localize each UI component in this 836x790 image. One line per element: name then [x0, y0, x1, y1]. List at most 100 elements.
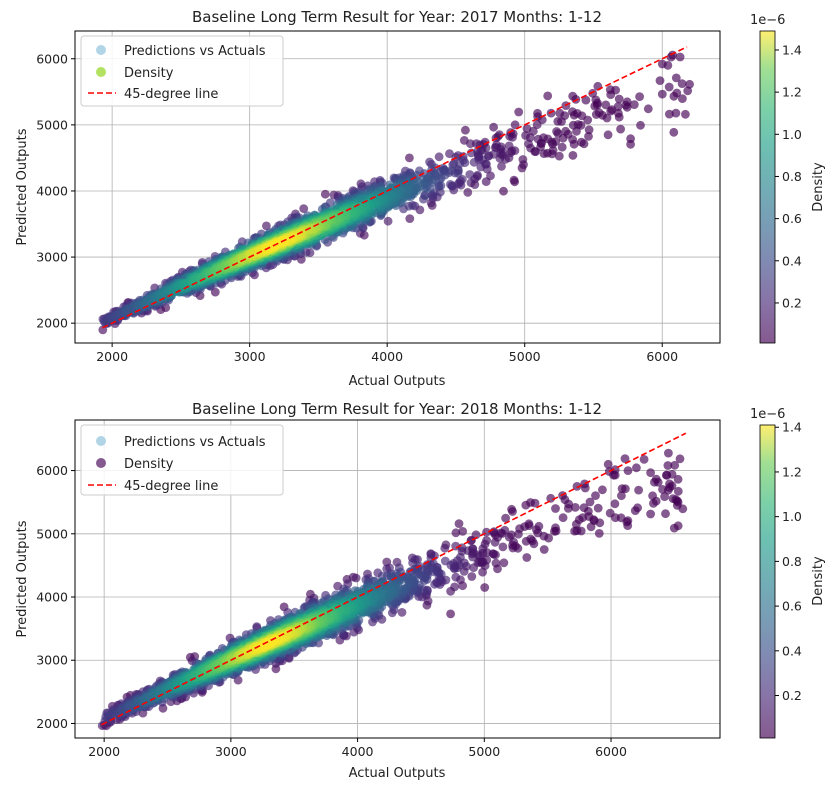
scatter-point [585, 497, 595, 507]
scatter-point [655, 76, 665, 85]
colorbar-gradient [759, 30, 776, 344]
scatter-point [570, 526, 579, 536]
scatter-point [629, 100, 639, 109]
scatter-point [552, 127, 561, 136]
x-tick-label: 5000 [509, 349, 541, 364]
y-tick-label: 6000 [36, 463, 68, 478]
legend-label-predictions: Predictions vs Actuals [124, 435, 266, 450]
colorbar-tick-label: 1.4 [782, 420, 802, 435]
scatter-point [650, 477, 659, 487]
scatter-point [610, 499, 620, 509]
y-tick-label: 4000 [36, 183, 68, 198]
y-tick-label: 3000 [36, 250, 68, 265]
legend-label-density: Density [124, 457, 174, 472]
scatter-point [626, 134, 635, 144]
scatter-point [581, 95, 591, 105]
x-tick-label: 4000 [342, 744, 374, 759]
scatter-point [521, 500, 531, 510]
scatter-point [558, 513, 568, 523]
colorbar-tick-label: 0.6 [782, 599, 802, 614]
scatter-point [451, 572, 461, 582]
scatter-points [98, 50, 694, 335]
y-tick-label: 2000 [36, 716, 68, 731]
colorbar-label: Density [811, 556, 826, 606]
scatter-point [539, 149, 549, 159]
scatter-point [639, 455, 649, 464]
scatter-point [681, 109, 690, 119]
scatter-point [510, 120, 520, 130]
scatter-point [569, 110, 579, 120]
scatter-point [661, 509, 670, 519]
scatter-point [664, 82, 674, 92]
scatter-point [496, 149, 505, 159]
scatter-point [571, 519, 581, 529]
legend-marker-density [96, 67, 106, 77]
colorbar: 0.20.40.60.81.01.21.4 1e−6 Density [750, 13, 826, 344]
scatter-point [521, 536, 531, 546]
scatter-point [504, 141, 514, 151]
scatter-point [456, 176, 465, 186]
scatter-point [522, 553, 532, 562]
scatter-point [499, 186, 508, 196]
scatter-point [491, 558, 501, 568]
colorbar-label: Density [811, 162, 826, 212]
scatter-point [617, 484, 627, 493]
scatter-point [643, 104, 653, 114]
scatter-point [533, 134, 543, 144]
scatter-point [673, 474, 683, 484]
y-axis-label: Predicted Outputs [15, 128, 30, 245]
scatter-point [518, 155, 528, 164]
legend-box [80, 35, 284, 107]
scatter-point [591, 491, 600, 500]
scatter-point [663, 461, 673, 470]
scatter-point [614, 94, 624, 104]
scatter-point [568, 151, 578, 160]
scatter-point [469, 157, 479, 167]
reference-line [101, 432, 687, 726]
scatter-point [616, 124, 625, 134]
scatter-point [563, 504, 573, 513]
scatter-point [658, 485, 667, 494]
scatter-point [480, 583, 490, 592]
scatter-point [405, 153, 414, 163]
legend: Predictions vs Actuals Density 45-degree… [80, 424, 284, 496]
scatter-point [617, 491, 626, 501]
scatter-point [465, 170, 475, 179]
scatter-point [467, 572, 477, 581]
subplot-2018: Baseline Long Term Result for Year: 2018… [15, 400, 826, 781]
x-axis-ticks: 2000 3000 4000 5000 6000 [96, 343, 678, 364]
scatter-point [532, 525, 541, 535]
scatter-point [657, 89, 667, 99]
scatter-point [554, 151, 564, 161]
scatter-point [486, 171, 495, 181]
scatter-point [584, 132, 593, 141]
scatter-point [461, 125, 470, 135]
scatter-point [605, 508, 615, 518]
scatter-point [671, 73, 681, 83]
y-tick-label: 2000 [36, 316, 68, 331]
scatter-point [588, 88, 598, 98]
plot-frame [74, 419, 721, 739]
colorbar-tick-label: 1.2 [782, 85, 802, 100]
scatter-point [524, 139, 533, 149]
colorbar-tick-label: 1.2 [782, 464, 802, 479]
scatter-point [646, 468, 655, 478]
scatter-point [446, 180, 455, 189]
colorbar-tick-label: 0.4 [782, 253, 802, 268]
scatter-point [440, 543, 450, 553]
scatter-point [482, 527, 491, 537]
scatter-point [634, 485, 643, 495]
scatter-point [675, 454, 685, 464]
chart-title: Baseline Long Term Result for Year: 2017… [192, 8, 602, 26]
scatter-point [521, 131, 530, 140]
x-tick-label: 2000 [88, 744, 120, 759]
scatter-point [489, 122, 498, 132]
scatter-point [630, 506, 640, 515]
scatter-point [499, 558, 509, 568]
scatter-point [579, 503, 589, 513]
colorbar-tick-label: 0.6 [782, 211, 802, 226]
y-axis-label: Predicted Outputs [15, 520, 30, 637]
scatter-point [497, 162, 506, 171]
